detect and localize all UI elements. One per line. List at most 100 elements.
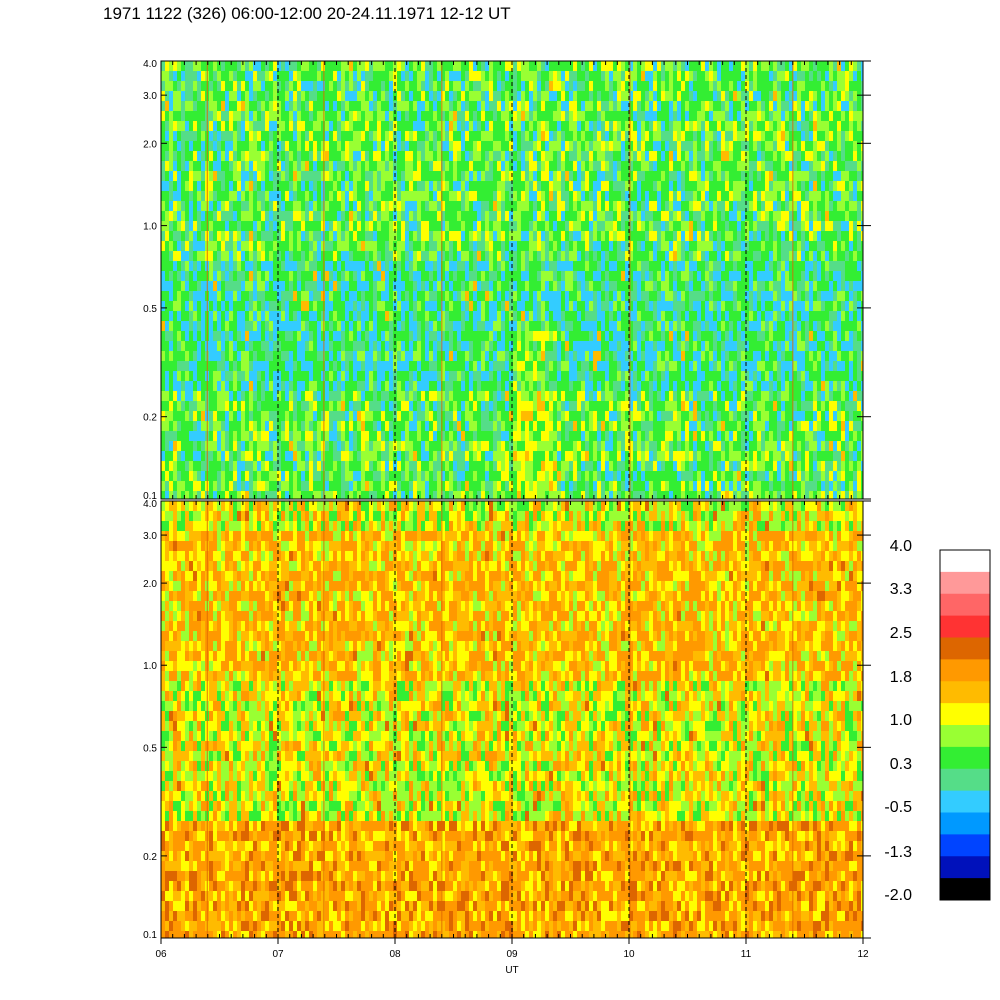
heatmap-cell bbox=[249, 121, 253, 131]
heatmap-cell bbox=[453, 291, 457, 301]
heatmap-cell bbox=[501, 271, 505, 281]
heatmap-cell bbox=[397, 91, 401, 101]
heatmap-cell bbox=[645, 171, 649, 181]
heatmap-cell bbox=[297, 221, 301, 231]
heatmap-cell bbox=[237, 211, 241, 221]
heatmap-cell bbox=[713, 171, 717, 181]
heatmap-cell bbox=[805, 71, 809, 81]
heatmap-cell bbox=[237, 151, 241, 161]
heatmap-cell bbox=[581, 81, 585, 91]
heatmap-cell bbox=[177, 111, 181, 121]
heatmap-cell bbox=[801, 271, 805, 281]
heatmap-cell bbox=[321, 341, 325, 351]
heatmap-cell bbox=[841, 241, 845, 251]
heatmap-cell bbox=[449, 81, 453, 91]
heatmap-cell bbox=[313, 151, 317, 161]
heatmap-cell bbox=[249, 321, 253, 331]
heatmap-cell bbox=[357, 291, 361, 301]
heatmap-cell bbox=[245, 251, 249, 261]
heatmap-cell bbox=[281, 251, 285, 261]
heatmap-cell bbox=[277, 301, 281, 311]
heatmap-cell bbox=[645, 211, 649, 221]
heatmap-cell bbox=[217, 71, 221, 81]
heatmap-cell bbox=[713, 261, 717, 271]
heatmap-cell bbox=[217, 201, 221, 211]
heatmap-cell bbox=[413, 151, 417, 161]
heatmap-cell bbox=[517, 221, 521, 231]
heatmap-cell bbox=[797, 291, 801, 301]
heatmap-cell bbox=[729, 211, 733, 221]
heatmap-cell bbox=[501, 261, 505, 271]
heatmap-cell bbox=[449, 101, 453, 111]
heatmap-cell bbox=[685, 321, 689, 331]
heatmap-cell bbox=[721, 131, 725, 141]
heatmap-cell bbox=[709, 141, 713, 151]
heatmap-cell bbox=[213, 141, 217, 151]
heatmap-cell bbox=[573, 81, 577, 91]
heatmap-cell bbox=[765, 191, 769, 201]
heatmap-cell bbox=[729, 121, 733, 131]
heatmap-cell bbox=[585, 161, 589, 171]
heatmap-cell bbox=[801, 191, 805, 201]
heatmap-cell bbox=[469, 251, 473, 261]
heatmap-cell bbox=[193, 111, 197, 121]
heatmap-cell bbox=[337, 131, 341, 141]
heatmap-cell bbox=[801, 211, 805, 221]
heatmap-cell bbox=[717, 171, 721, 181]
heatmap-cell bbox=[189, 311, 193, 321]
heatmap-cell bbox=[601, 171, 605, 181]
heatmap-cell bbox=[453, 131, 457, 141]
heatmap-cell bbox=[433, 181, 437, 191]
heatmap-cell bbox=[173, 81, 177, 91]
heatmap-cell bbox=[261, 161, 265, 171]
heatmap-cell bbox=[749, 241, 753, 251]
heatmap-cell bbox=[497, 281, 501, 291]
heatmap-cell bbox=[517, 271, 521, 281]
heatmap-cell bbox=[601, 161, 605, 171]
heatmap-cell bbox=[617, 61, 621, 71]
heatmap-cell bbox=[681, 231, 685, 241]
heatmap-cell bbox=[701, 121, 705, 131]
heatmap-cell bbox=[449, 171, 453, 181]
heatmap-cell bbox=[253, 181, 257, 191]
heatmap-cell bbox=[437, 251, 441, 261]
heatmap-cell bbox=[841, 311, 845, 321]
heatmap-cell bbox=[461, 251, 465, 261]
heatmap-cell bbox=[549, 101, 553, 111]
heatmap-cell bbox=[577, 61, 581, 71]
heatmap-cell bbox=[265, 71, 269, 81]
heatmap-cell bbox=[613, 231, 617, 241]
heatmap-cell bbox=[705, 131, 709, 141]
heatmap-cell bbox=[273, 221, 277, 231]
heatmap-cell bbox=[493, 191, 497, 201]
heatmap-cell bbox=[497, 121, 501, 131]
heatmap-cell bbox=[189, 341, 193, 351]
heatmap-cell bbox=[513, 81, 517, 91]
heatmap-cell bbox=[265, 261, 269, 271]
heatmap-cell bbox=[297, 231, 301, 241]
heatmap-cell bbox=[717, 201, 721, 211]
heatmap-cell bbox=[193, 91, 197, 101]
heatmap-cell bbox=[521, 211, 525, 221]
heatmap-cell bbox=[789, 141, 793, 151]
heatmap-cell bbox=[353, 191, 357, 201]
heatmap-cell bbox=[525, 141, 529, 151]
heatmap-cell bbox=[841, 151, 845, 161]
heatmap-cell bbox=[289, 171, 293, 181]
heatmap-cell bbox=[429, 121, 433, 131]
heatmap-cell bbox=[617, 181, 621, 191]
heatmap-cell bbox=[181, 241, 185, 251]
heatmap-cell bbox=[317, 161, 321, 171]
heatmap-cell bbox=[245, 141, 249, 151]
heatmap-cell bbox=[809, 221, 813, 231]
heatmap-cell bbox=[329, 131, 333, 141]
heatmap-cell bbox=[365, 171, 369, 181]
heatmap-cell bbox=[745, 101, 749, 111]
heatmap-cell bbox=[513, 221, 517, 231]
heatmap-cell bbox=[637, 231, 641, 241]
heatmap-cell bbox=[621, 221, 625, 231]
heatmap-cell bbox=[249, 141, 253, 151]
heatmap-cell bbox=[385, 121, 389, 131]
heatmap-cell bbox=[705, 201, 709, 211]
heatmap-cell bbox=[633, 201, 637, 211]
